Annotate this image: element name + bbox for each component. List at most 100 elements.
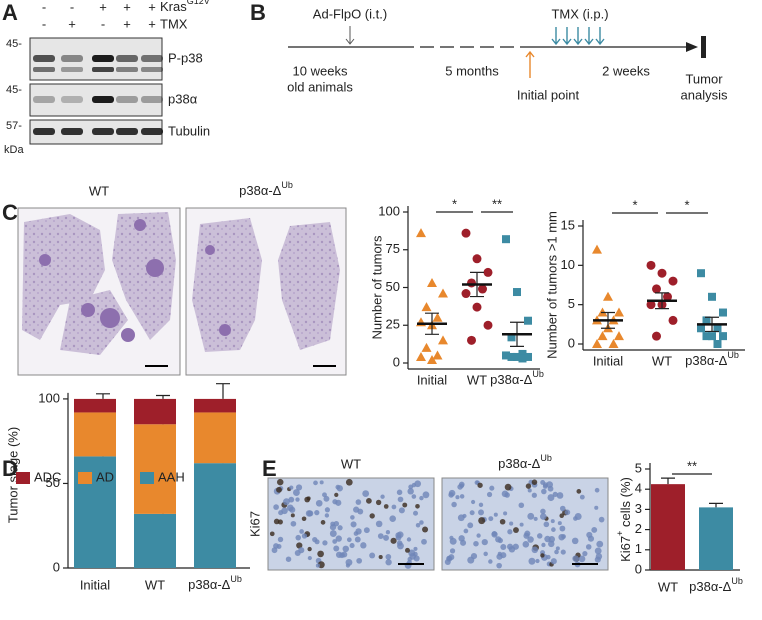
cell: [594, 505, 599, 510]
bar-segment: [74, 398, 116, 413]
cell: [421, 538, 427, 545]
cell: [335, 535, 342, 542]
cell: [296, 542, 303, 549]
cell: [488, 516, 494, 522]
cell: [550, 558, 557, 565]
point: [472, 254, 482, 264]
band: [116, 128, 138, 135]
cell: [500, 544, 507, 551]
y-tick-label: 50: [386, 279, 400, 294]
point: [614, 331, 624, 341]
band: [61, 96, 83, 103]
cell: [413, 555, 420, 562]
cell: [383, 504, 389, 509]
image-title: WT: [341, 456, 361, 471]
blot-label: p38α: [168, 91, 198, 106]
significance-label: *: [452, 196, 457, 211]
point: [421, 342, 432, 352]
cell: [363, 527, 370, 534]
point: [697, 324, 705, 333]
point: [432, 350, 443, 360]
cell: [301, 516, 307, 522]
bar-segment: [134, 424, 176, 514]
point: [461, 228, 471, 238]
y-axis-label: Tumor stage (%): [5, 427, 20, 523]
text-part: Ki67: [618, 536, 633, 562]
cell: [449, 535, 454, 540]
text-part: Kras: [160, 0, 187, 14]
arrow: [345, 26, 355, 45]
text-part: Ub: [532, 369, 544, 379]
cell: [375, 520, 383, 528]
lane-sign: +: [123, 16, 131, 31]
cell: [550, 519, 555, 524]
cell: [295, 497, 300, 502]
bar-segment: [134, 398, 176, 425]
point: [592, 244, 602, 254]
cell: [319, 480, 324, 485]
y-tick-label: 50: [46, 475, 60, 490]
arrow: [584, 27, 594, 46]
cell: [496, 562, 502, 569]
cell: [277, 536, 284, 543]
cell: [295, 534, 302, 541]
lung-image-wt: [17, 207, 181, 376]
cell: [459, 494, 465, 499]
bar-segment: [194, 398, 236, 413]
cell: [369, 513, 375, 519]
lane-sign: +: [99, 0, 107, 14]
cell: [413, 551, 418, 557]
y-tick-label: 100: [38, 390, 60, 405]
point: [603, 291, 613, 301]
cell: [548, 540, 555, 548]
cell: [354, 536, 361, 543]
lane-sign: +: [148, 0, 156, 14]
cell: [402, 502, 408, 508]
cell: [397, 531, 404, 538]
cell: [406, 537, 412, 542]
band: [116, 55, 138, 62]
point: [438, 288, 448, 298]
cell: [281, 507, 288, 515]
point: [614, 307, 624, 317]
cell: [523, 532, 530, 539]
cell: [288, 496, 295, 503]
text-part: p38α-Δ: [685, 353, 728, 368]
cell: [285, 556, 292, 562]
cell: [355, 499, 362, 505]
condition-label: TMX: [160, 16, 188, 31]
point: [708, 292, 716, 301]
label: Tumor: [685, 71, 723, 86]
cell: [422, 491, 430, 499]
point: [502, 351, 510, 360]
cell: [345, 558, 353, 566]
label: TMX (i.p.): [551, 6, 608, 21]
lane-sign: -: [101, 16, 105, 31]
x-tick-label: p38α-ΔUb: [188, 574, 242, 592]
lane-sign: -: [70, 0, 74, 14]
y-tick-label: 100: [378, 203, 400, 218]
bar-segment: [194, 412, 236, 464]
label: 5 months: [445, 63, 499, 78]
x-tick-label: Initial: [80, 577, 110, 592]
cell: [289, 485, 294, 490]
text-part: p38α-Δ: [689, 579, 732, 594]
point: [483, 320, 493, 330]
band: [33, 67, 55, 72]
point: [713, 324, 722, 333]
label: old animals: [287, 79, 353, 94]
cell: [469, 510, 475, 516]
cell: [405, 547, 410, 553]
cell: [337, 525, 343, 531]
cell: [493, 512, 498, 517]
cell: [560, 549, 566, 555]
band: [116, 96, 138, 103]
cell: [411, 494, 417, 499]
cell: [289, 506, 296, 513]
cell: [486, 491, 493, 498]
y-tick-label: 0: [53, 559, 60, 574]
label: 10 weeks: [293, 63, 348, 78]
cell: [471, 499, 476, 505]
y-tick-label: 0: [635, 561, 642, 576]
